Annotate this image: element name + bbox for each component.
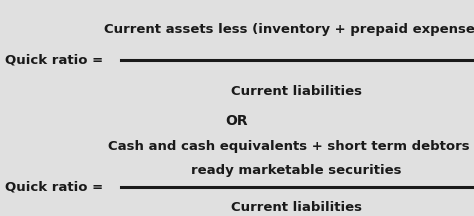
- Text: Current liabilities: Current liabilities: [231, 201, 362, 214]
- Text: Current liabilities: Current liabilities: [231, 85, 362, 98]
- Text: OR: OR: [226, 114, 248, 128]
- Text: Quick ratio =: Quick ratio =: [5, 54, 103, 67]
- Text: Cash and cash equivalents + short term debtors +: Cash and cash equivalents + short term d…: [108, 140, 474, 153]
- Text: Current assets less (inventory + prepaid expenses): Current assets less (inventory + prepaid…: [104, 23, 474, 36]
- Text: ready marketable securities: ready marketable securities: [191, 164, 401, 177]
- Text: Quick ratio =: Quick ratio =: [5, 180, 103, 193]
